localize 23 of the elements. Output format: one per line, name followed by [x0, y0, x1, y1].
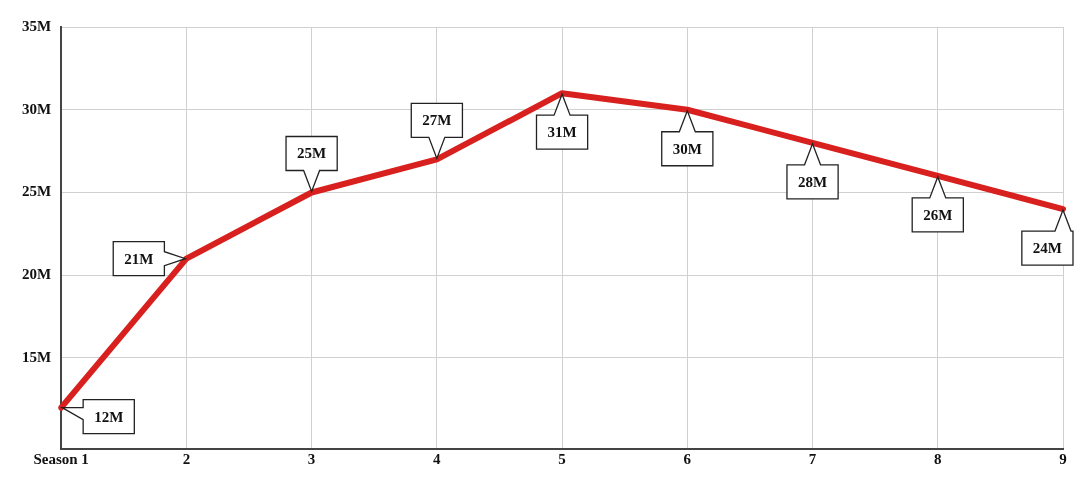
x-tick-label: 6: [683, 450, 692, 467]
x-tick-label: 9: [1059, 450, 1067, 467]
y-tick-label: 30M: [21, 100, 52, 117]
x-tick-label: Season 1: [33, 450, 89, 467]
y-tick-label: 35M: [21, 17, 52, 34]
text: 21M: [124, 250, 154, 267]
y-tick-label: 15M: [21, 348, 52, 365]
text: 28M: [797, 173, 828, 190]
text: 24M: [1032, 239, 1063, 256]
x-tick-label: 2: [182, 450, 191, 467]
x-tick-label: 4: [433, 450, 442, 467]
text: 12M: [94, 408, 124, 425]
y-tick-label: 20M: [21, 266, 52, 283]
text: 25M: [297, 145, 327, 162]
x-tick-label: 3: [307, 450, 316, 467]
x-tick-label: 7: [808, 450, 817, 467]
y-tick-label: 25M: [21, 183, 52, 200]
text: 26M: [923, 206, 953, 223]
text: 31M: [547, 124, 577, 141]
text: 30M: [672, 140, 702, 157]
text: 27M: [422, 112, 452, 129]
x-tick-label: 5: [558, 450, 566, 467]
x-tick-label: 8: [934, 450, 942, 467]
